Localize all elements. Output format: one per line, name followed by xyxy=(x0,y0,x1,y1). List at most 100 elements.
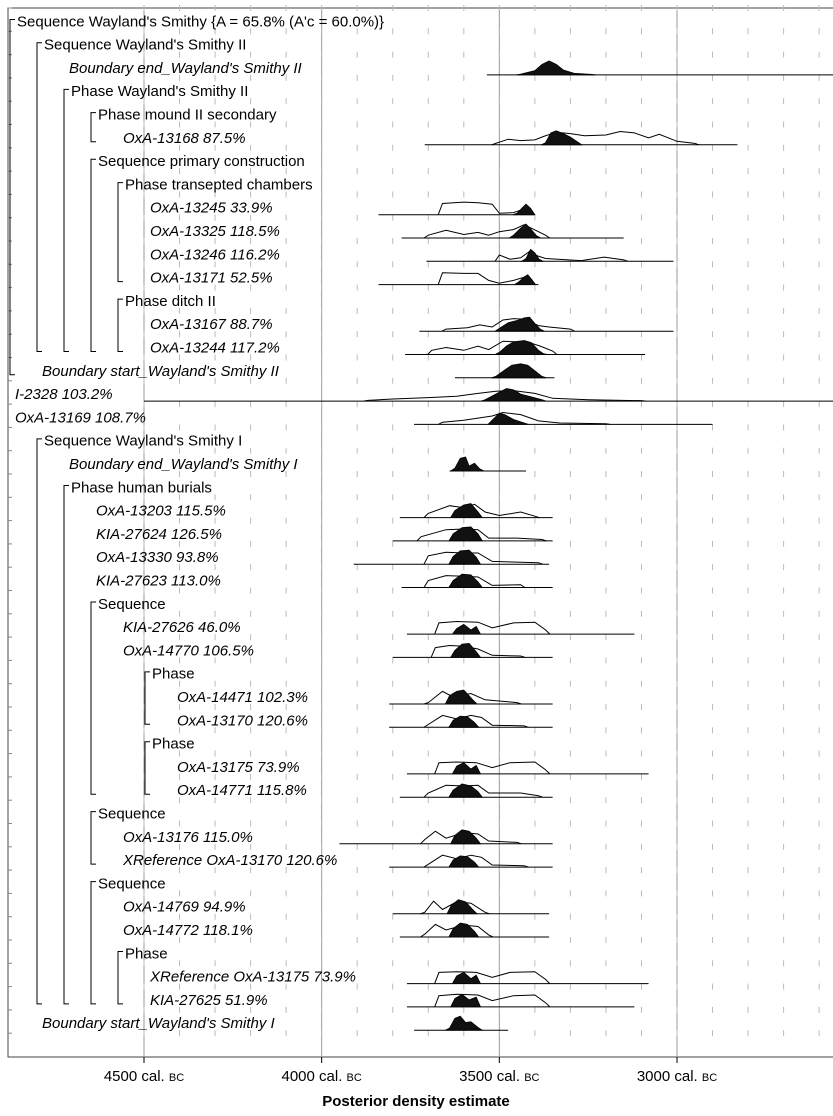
row-label: OxA-13330 93.8% xyxy=(96,549,219,566)
bracket xyxy=(117,950,123,1005)
row-label: OxA-13176 115.0% xyxy=(123,829,253,846)
sample-row: OxA-13175 73.9% xyxy=(177,759,649,776)
row-label: XReference OxA-13175 73.9% xyxy=(149,969,356,986)
row-label: Phase xyxy=(152,736,195,753)
row-label: OxA-13170 120.6% xyxy=(177,712,308,729)
posterior-area xyxy=(448,855,480,868)
group-row: Phase mound II secondary xyxy=(98,107,277,124)
x-axis: 4500 cal. BC 4000 cal. BC 3500 cal. BC 3000… xyxy=(104,1057,717,1085)
prior-curve xyxy=(441,318,575,332)
posterior-area xyxy=(512,203,536,216)
row-label: Phase xyxy=(125,945,168,962)
prior-curve xyxy=(420,900,490,915)
posterior-area xyxy=(493,316,545,332)
bracket xyxy=(144,671,150,725)
posterior-area xyxy=(491,363,547,379)
row-label: KIA-27626 46.0% xyxy=(123,619,241,636)
row-label: Sequence Wayland's Smithy {A = 65.8% (A'… xyxy=(17,13,384,30)
posterior-area xyxy=(449,456,485,472)
x-tick-label: 3000 cal. BC xyxy=(637,1068,717,1085)
bracket xyxy=(36,42,42,353)
row-label: OxA-14769 94.9% xyxy=(123,899,246,916)
prior-curve xyxy=(423,224,551,239)
prior-curve xyxy=(416,528,547,542)
posterior-area xyxy=(449,642,482,658)
sample-row: OxA-13245 33.9% xyxy=(150,200,536,217)
sample-row: OxA-14770 106.5% xyxy=(123,642,553,659)
group-row: Phase xyxy=(125,945,168,962)
sample-row: OxA-14771 115.8% xyxy=(177,782,553,799)
prior-curve xyxy=(434,971,551,984)
posterior-area xyxy=(445,1015,484,1031)
sample-row: OxA-13330 93.8% xyxy=(96,549,550,566)
sample-row: OxA-14471 102.3% xyxy=(177,689,553,706)
prior-curve xyxy=(434,620,551,635)
bracket xyxy=(90,158,96,353)
rows: Sequence Wayland's Smithy {A = 65.8% (A'… xyxy=(15,13,833,1032)
posterior-area xyxy=(448,526,483,542)
posterior-area xyxy=(513,274,537,285)
sample-row: OxA-13171 52.5% xyxy=(150,270,539,287)
sample-row: OxA-13167 88.7% xyxy=(150,316,674,333)
posterior-area xyxy=(448,573,484,588)
row-label: OxA-13175 73.9% xyxy=(177,759,300,776)
sample-row: OxA-14772 118.1% xyxy=(123,922,550,939)
row-label: Phase human burials xyxy=(71,479,212,496)
sample-row: KIA-27626 46.0% xyxy=(123,619,635,636)
bracket xyxy=(63,484,69,1005)
bracket xyxy=(63,88,69,353)
group-row: Sequence Wayland's Smithy I xyxy=(44,433,242,450)
group-row: Phase xyxy=(152,666,195,683)
row-label: Boundary start_Wayland's Smithy I xyxy=(42,1015,275,1032)
prior-curve xyxy=(427,340,558,355)
sample-row: OxA-13203 115.5% xyxy=(96,503,553,520)
sample-row: KIA-27623 113.0% xyxy=(96,573,553,590)
row-label: KIA-27625 51.9% xyxy=(150,992,268,1009)
bracket xyxy=(90,112,96,143)
row-label: Boundary end_Wayland's Smithy II xyxy=(69,60,302,77)
posterior-area xyxy=(541,130,584,146)
sample-row: OxA-13168 87.5% xyxy=(123,130,738,147)
x-axis-title: Posterior density estimate xyxy=(322,1093,510,1110)
sample-row: I-2328 103.2% xyxy=(15,386,833,403)
sample-row: OxA-13170 120.6% xyxy=(177,712,553,729)
posterior-area xyxy=(516,60,597,76)
row-label: OxA-13325 118.5% xyxy=(150,223,280,240)
group-row: Sequence xyxy=(98,596,166,613)
row-label: XReference OxA-13170 120.6% xyxy=(122,852,337,869)
prior-curve xyxy=(423,784,543,798)
bracket xyxy=(36,438,42,1005)
posterior-area xyxy=(507,223,542,239)
row-label: OxA-14471 102.3% xyxy=(177,689,308,706)
prior-curve xyxy=(423,551,543,565)
group-row: Phase ditch II xyxy=(125,293,216,310)
sample-row: OxA-13176 115.0% xyxy=(123,829,553,846)
row-label: Phase Wayland's Smithy II xyxy=(71,83,248,100)
prior-curve xyxy=(363,390,646,402)
sample-row: KIA-27625 51.9% xyxy=(150,992,635,1009)
prior-curve xyxy=(434,993,551,1008)
posterior-area xyxy=(486,412,529,425)
row-label: Sequence xyxy=(98,806,166,823)
row-label: OxA-13167 88.7% xyxy=(150,316,273,333)
bracket xyxy=(117,182,123,283)
posterior-area xyxy=(446,899,478,915)
group-row: Phase Wayland's Smithy II xyxy=(71,83,248,100)
prior-curve xyxy=(491,130,700,146)
bracket xyxy=(90,881,96,1005)
sample-row: Boundary end_Wayland's Smithy I xyxy=(69,456,526,473)
prior-curve xyxy=(437,411,611,425)
sample-row: OxA-13325 118.5% xyxy=(150,223,624,240)
row-label: OxA-13245 33.9% xyxy=(150,200,273,217)
row-label: Phase ditch II xyxy=(125,293,216,310)
grid xyxy=(8,5,820,1057)
posterior-area xyxy=(448,549,482,565)
row-label: OxA-13169 108.7% xyxy=(15,409,146,426)
bracket xyxy=(90,811,96,865)
bracket xyxy=(9,18,15,376)
posterior-area xyxy=(520,248,544,262)
sample-row: Boundary start_Wayland's Smithy I xyxy=(42,1015,509,1032)
posterior-area xyxy=(449,503,484,518)
posterior-area xyxy=(450,829,482,845)
row-label: OxA-13244 117.2% xyxy=(150,340,280,357)
